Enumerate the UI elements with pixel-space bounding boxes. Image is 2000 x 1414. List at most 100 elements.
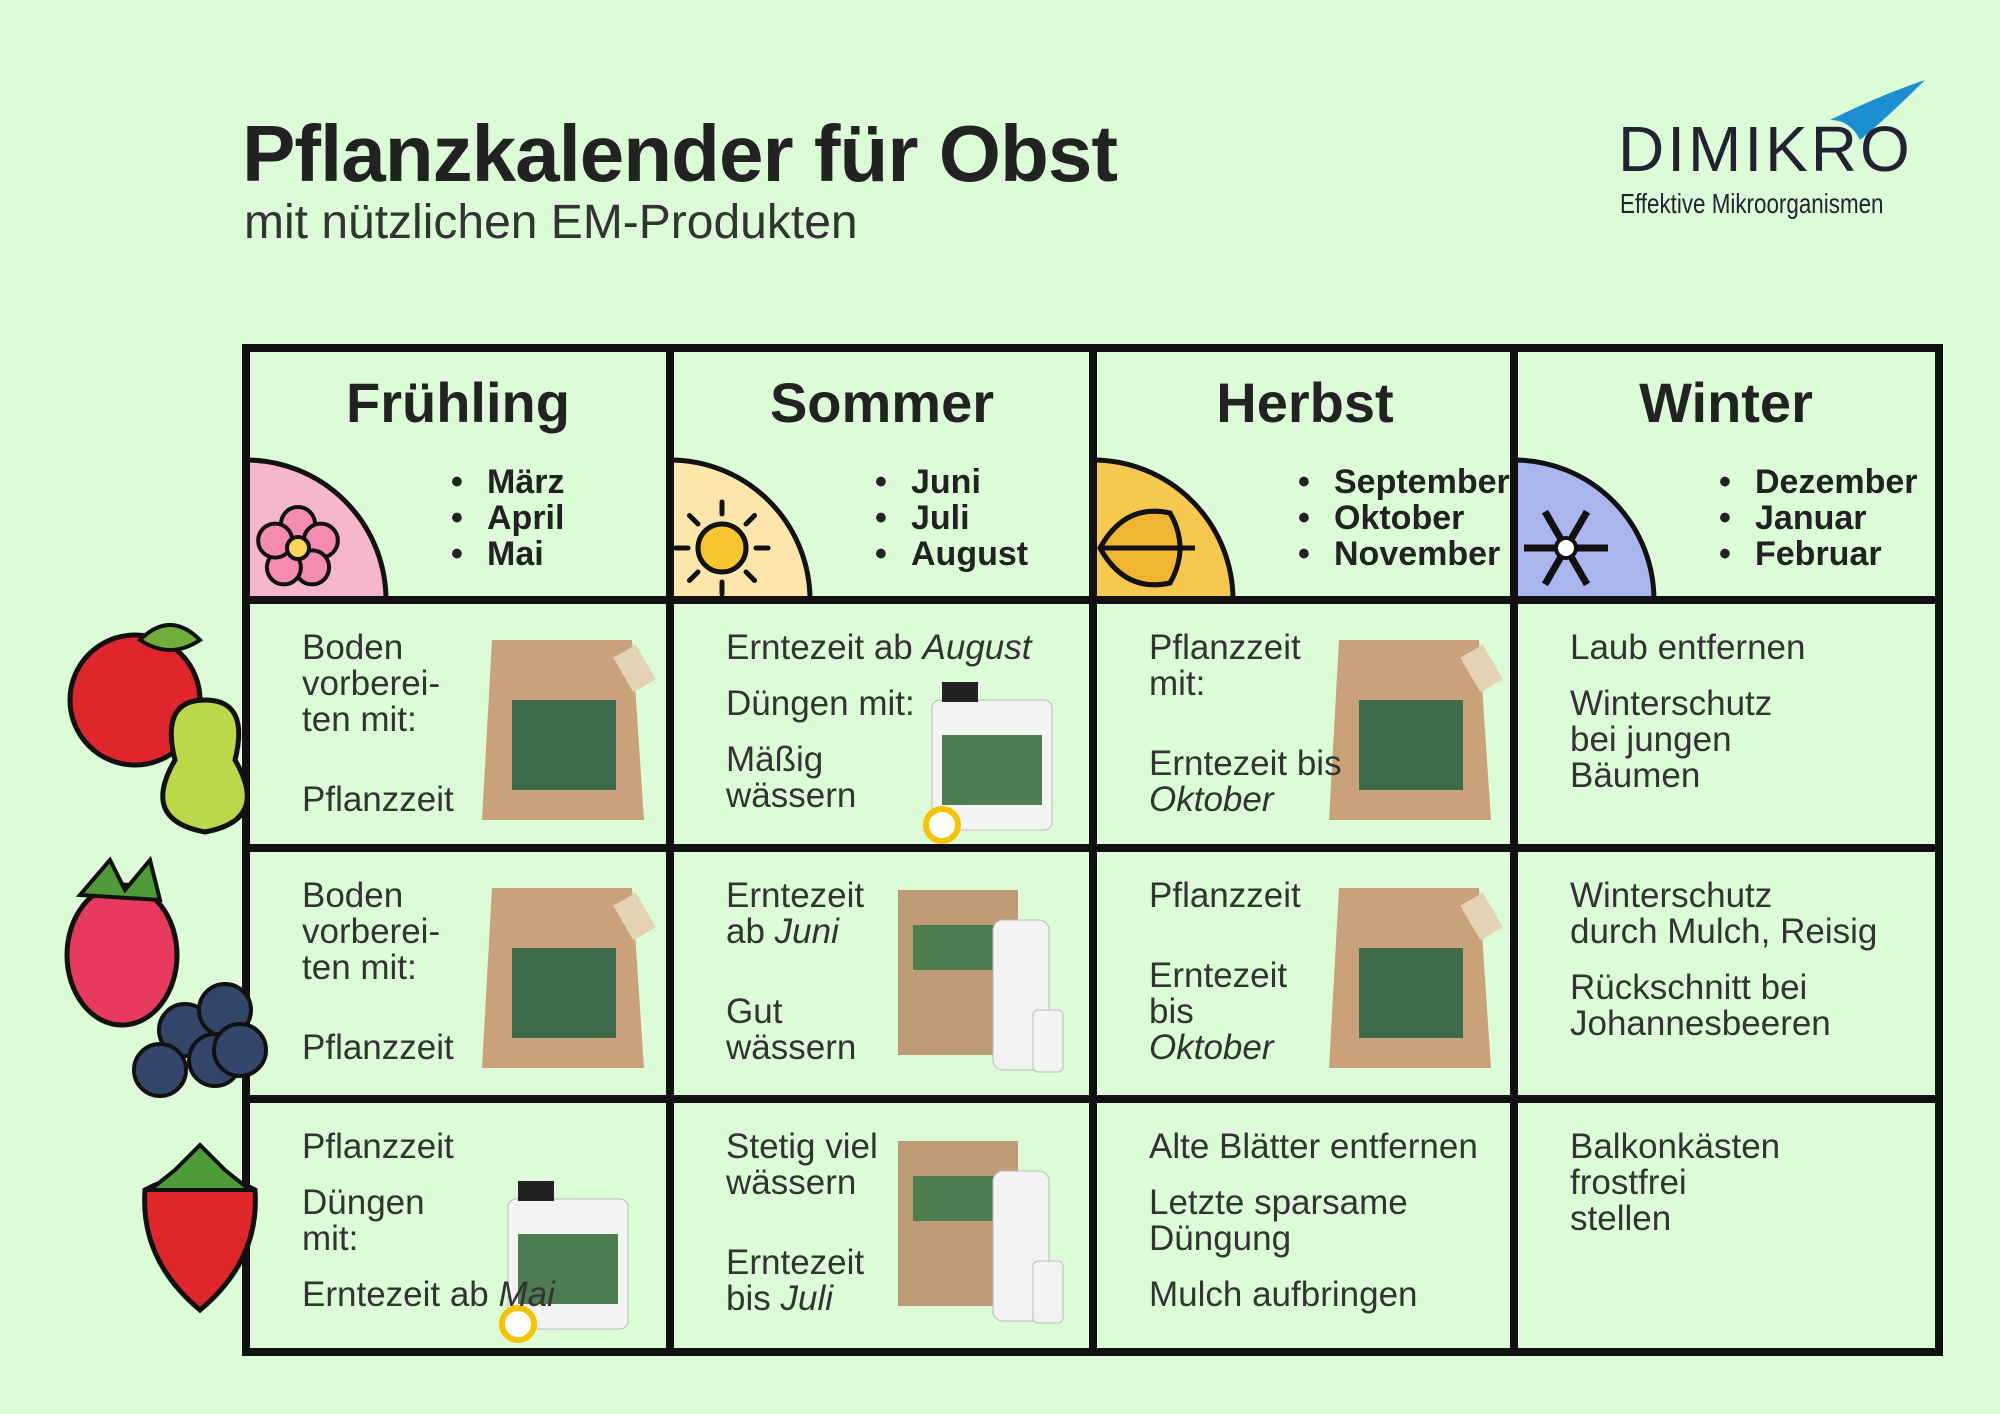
cell-text: Balkonkästen frostfrei stellen: [1570, 1129, 1780, 1257]
product-label: [518, 1234, 618, 1304]
product-label: [913, 1176, 1003, 1221]
paragraph: Erntezeit bis Oktober: [1149, 746, 1342, 818]
paragraph: Mäßig wässern: [726, 742, 1031, 814]
month: Juni: [875, 463, 981, 502]
text-line: Oktober: [1149, 1030, 1301, 1066]
emphasis: August: [922, 628, 1032, 667]
flower-center: [285, 535, 311, 561]
season-name: Herbst: [1216, 371, 1394, 434]
product-flower: [923, 806, 961, 844]
paragraph: Erntezeit ab August: [726, 630, 1031, 666]
season-name: Winter: [1639, 371, 1813, 434]
sun-ray: [686, 512, 701, 527]
cell-text: Boden vorberei-ten mit: Pflanzzeit: [302, 630, 454, 862]
paragraph: Pflanzzeit: [302, 782, 454, 818]
cell-text: Laub entfernen Winterschutz bei jungen Bäum…: [1570, 630, 1805, 814]
text-line: ten mit:: [302, 700, 417, 739]
text-line: Stetig viel: [726, 1127, 878, 1166]
sun-ray: [686, 569, 701, 584]
text-line: wässern: [726, 1163, 857, 1202]
text-line: Rückschnitt bei: [1570, 968, 1808, 1007]
text-line: mit:: [302, 1219, 359, 1258]
product-label: [1359, 948, 1463, 1038]
text-line: durch Mulch, Reisig: [1570, 912, 1878, 951]
text-line: mit:: [1149, 664, 1206, 703]
text-line: Erntezeit: [726, 1243, 865, 1282]
cell-text: Boden vorberei-ten mit: Pflanzzeit: [302, 878, 454, 1110]
product-small-bottle: [1032, 1260, 1064, 1324]
text-line: Winterschutz: [1570, 876, 1773, 915]
text-line: wässern: [726, 776, 857, 815]
snow-center: [1554, 536, 1578, 560]
paragraph: Erntezeit ab Mai: [302, 1277, 555, 1313]
product-flower: [499, 1305, 537, 1343]
paragraph: Düngen mit:: [302, 1185, 555, 1257]
month: Oktober: [1298, 499, 1464, 538]
text-line: Erntezeit ab Mai: [302, 1277, 555, 1313]
product-tag: [1460, 892, 1503, 941]
paragraph: Stetig viel wässern: [726, 1129, 878, 1201]
text-line: Boden: [302, 876, 404, 915]
month: April: [451, 499, 564, 538]
cell-text: Winterschutz durch Mulch, Reisig Rückschni…: [1570, 878, 1877, 1062]
pear: [160, 697, 250, 835]
logo-tagline: Effektive Mikroorganismen: [1620, 188, 1884, 219]
paragraph: Balkonkästen frostfrei stellen: [1570, 1129, 1780, 1237]
text-line: stellen: [1570, 1199, 1672, 1238]
cell-text: Stetig viel wässern Erntezeit bis Juli: [726, 1129, 878, 1361]
text-line: bei jungen: [1570, 720, 1732, 759]
text-line: vorberei-: [302, 664, 441, 703]
strawberry: [142, 1172, 258, 1314]
strawberry-leaves: [144, 1142, 256, 1192]
raspberry-leaves: [75, 855, 163, 903]
text-line: Johannesbeeren: [1570, 1004, 1831, 1043]
season-arc: [1511, 457, 1657, 603]
text-line: Düngen mit:: [726, 684, 915, 723]
paragraph: Winterschutz durch Mulch, Reisig: [1570, 878, 1877, 950]
paragraph: Erntezeit ab Juni: [726, 878, 864, 950]
text-line: Mulch aufbringen: [1149, 1275, 1418, 1314]
month: Januar: [1719, 499, 1867, 538]
paragraph: Pflanzzeit: [1149, 878, 1301, 914]
text-line: Erntezeit: [1149, 956, 1288, 995]
blackcurrant: [132, 1042, 188, 1098]
paragraph: Düngen mit:: [726, 686, 1031, 722]
product-tag: [1460, 644, 1503, 693]
month: Juli: [875, 499, 970, 538]
paragraph: Mulch aufbringen: [1149, 1277, 1478, 1313]
cell-text: Alte Blätter entfernen Letzte sparsame Dün…: [1149, 1129, 1478, 1333]
text-line: Pflanzzeit: [302, 1127, 454, 1166]
emphasis: Juli: [780, 1279, 834, 1318]
title: Pflanzkalender für Obst: [242, 109, 1118, 198]
logo-brand: DIMIKRO: [1618, 113, 1913, 185]
cell-text: Erntezeit ab Juni Gut wässern: [726, 878, 864, 1110]
text-line: bis Juli: [726, 1281, 878, 1317]
text-line: Letzte sparsame: [1149, 1183, 1408, 1222]
paragraph: Gut wässern: [726, 994, 864, 1066]
product-small-bottle: [1032, 1009, 1064, 1073]
paragraph: Laub entfernen: [1570, 630, 1805, 666]
month: März: [451, 463, 564, 502]
paragraph: Pflanzzeit mit:: [1149, 630, 1342, 702]
text-line: ten mit:: [302, 948, 417, 987]
blackcurrant: [212, 1022, 268, 1078]
month: September: [1298, 463, 1510, 502]
sun-ray: [743, 512, 758, 527]
month: Mai: [451, 535, 544, 574]
text-line: Winterschutz: [1570, 684, 1773, 723]
text: ab: [726, 912, 765, 951]
text-line: Pflanzzeit: [302, 780, 454, 819]
text-line: Oktober: [1149, 782, 1342, 818]
apple-leaf: [136, 623, 204, 652]
text-line: ab Juni: [726, 914, 864, 950]
product-tag: [613, 644, 656, 693]
sun: [695, 521, 749, 575]
raspberry: [64, 882, 180, 1028]
season-name: Sommer: [769, 371, 995, 434]
season-name: Frühling: [346, 371, 570, 434]
text-line: Erntezeit ab August: [726, 630, 1031, 666]
text-line: Mäßig: [726, 740, 824, 779]
emphasis: Oktober: [1149, 780, 1274, 819]
